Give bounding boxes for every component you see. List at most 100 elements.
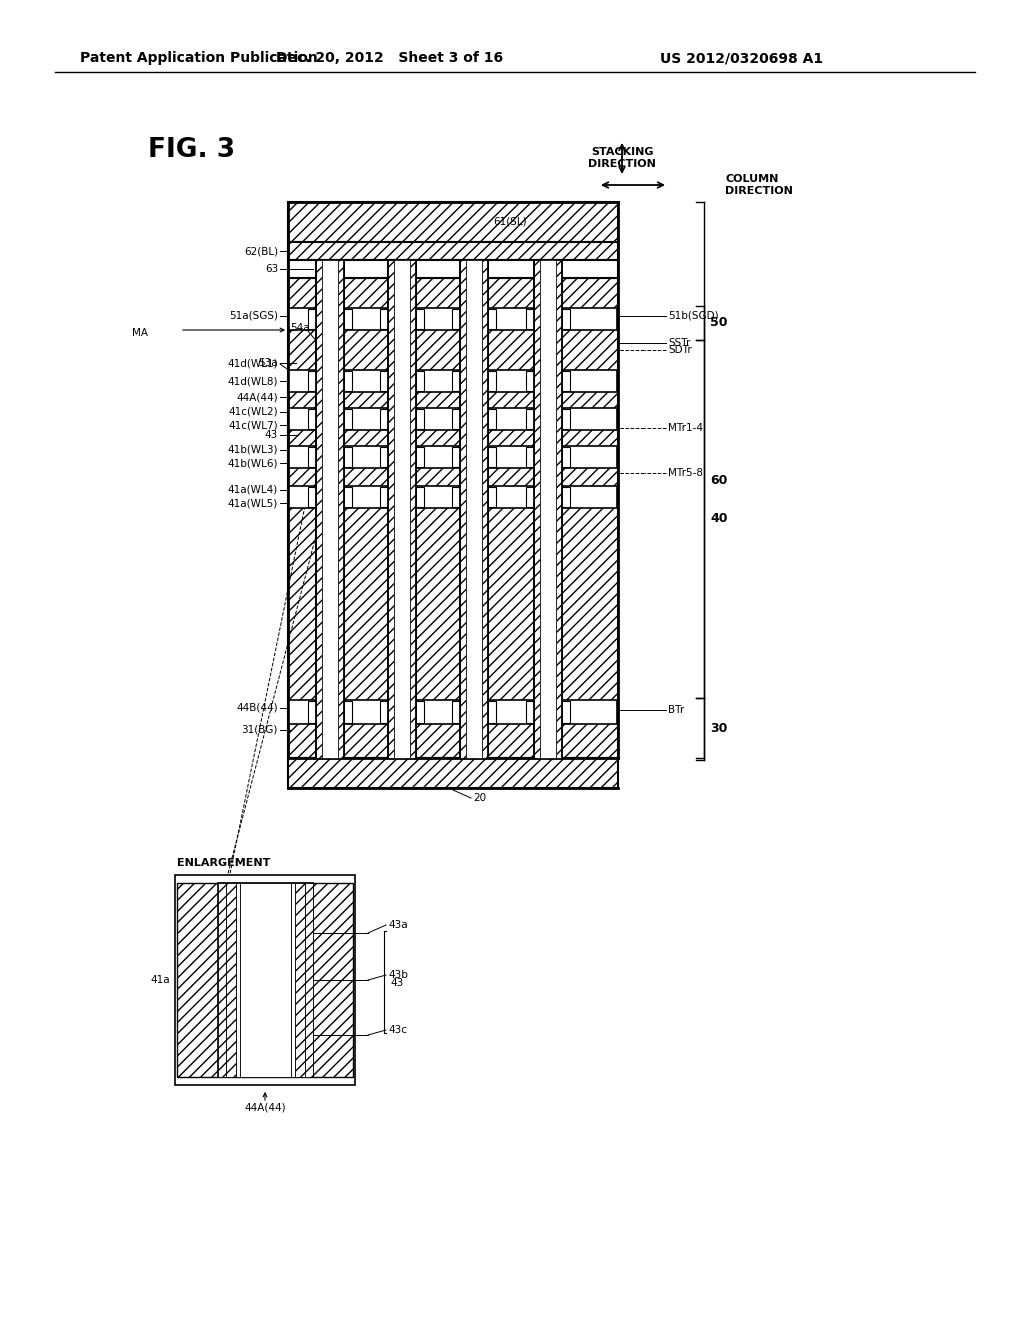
Bar [561, 447, 570, 467]
Bar [316, 260, 344, 758]
Text: SDTr: SDTr [668, 345, 692, 355]
Bar [295, 883, 305, 1077]
Bar [317, 308, 343, 330]
Bar [489, 446, 534, 469]
Bar [345, 370, 387, 392]
Bar [489, 486, 534, 508]
Text: 51b(SGD): 51b(SGD) [668, 312, 719, 321]
Text: 41a(WL5): 41a(WL5) [227, 498, 278, 508]
Bar [308, 487, 317, 507]
Bar [380, 409, 389, 429]
Bar [417, 446, 459, 469]
Bar [535, 700, 561, 723]
Text: 43a: 43a [388, 920, 408, 931]
Bar [317, 370, 343, 392]
Bar [218, 883, 313, 1077]
Bar [380, 309, 389, 329]
Text: 62(BL): 62(BL) [244, 246, 278, 256]
Text: SSTr: SSTr [668, 338, 690, 348]
Bar [534, 260, 562, 758]
Bar [460, 260, 466, 758]
Bar [388, 260, 394, 758]
Text: Dec. 20, 2012   Sheet 3 of 16: Dec. 20, 2012 Sheet 3 of 16 [276, 51, 504, 65]
Bar [526, 371, 535, 391]
Bar [380, 701, 389, 723]
Bar [556, 260, 562, 758]
Text: BTr: BTr [668, 705, 684, 715]
Bar [415, 701, 424, 723]
Bar [345, 408, 387, 430]
Bar [236, 883, 240, 1077]
Bar [288, 279, 618, 758]
Bar [487, 371, 496, 391]
Text: 63: 63 [265, 264, 278, 275]
Bar [489, 370, 534, 392]
Text: 41d(WL8): 41d(WL8) [227, 376, 278, 385]
Text: 44A(44): 44A(44) [244, 1102, 286, 1111]
Bar [526, 487, 535, 507]
Bar [338, 260, 344, 758]
Bar [389, 446, 415, 469]
Bar [226, 883, 236, 1077]
Bar [535, 446, 561, 469]
Bar [343, 309, 352, 329]
Bar [489, 408, 534, 430]
Bar [563, 408, 617, 430]
Bar [289, 446, 315, 469]
Bar [535, 486, 561, 508]
Bar [526, 409, 535, 429]
Bar [417, 486, 459, 508]
Bar [535, 308, 561, 330]
Text: 41a(WL4): 41a(WL4) [227, 484, 278, 495]
Bar [466, 260, 482, 758]
Text: 41c(WL7): 41c(WL7) [228, 420, 278, 430]
Bar [452, 371, 461, 391]
Bar [417, 700, 459, 723]
Bar [345, 700, 387, 723]
Bar [317, 486, 343, 508]
Bar [308, 701, 317, 723]
Text: MTr5-8: MTr5-8 [668, 469, 703, 478]
Bar [388, 260, 416, 758]
Text: US 2012/0320698 A1: US 2012/0320698 A1 [660, 51, 823, 65]
Text: STACKING
DIRECTION: STACKING DIRECTION [588, 148, 656, 169]
Bar [563, 486, 617, 508]
Bar [417, 308, 459, 330]
Text: COLUMN
DIRECTION: COLUMN DIRECTION [725, 174, 793, 195]
Bar [177, 883, 353, 1077]
Bar [288, 242, 618, 260]
Bar [345, 486, 387, 508]
Bar [345, 446, 387, 469]
Bar [317, 700, 343, 723]
Bar [316, 260, 322, 758]
Bar [415, 309, 424, 329]
Bar [461, 446, 487, 469]
Bar [452, 447, 461, 467]
Bar [415, 447, 424, 467]
Bar [563, 308, 617, 330]
Bar [343, 371, 352, 391]
Text: 20: 20 [473, 793, 486, 803]
Text: 54a: 54a [290, 323, 310, 333]
Bar [343, 701, 352, 723]
Bar [394, 260, 410, 758]
Bar [461, 700, 487, 723]
Bar [380, 447, 389, 467]
Bar [482, 260, 488, 758]
Bar [289, 700, 315, 723]
Text: 43b: 43b [388, 970, 408, 979]
Bar [461, 408, 487, 430]
Bar [561, 409, 570, 429]
Bar [461, 486, 487, 508]
Bar [561, 371, 570, 391]
Bar [452, 487, 461, 507]
Bar [461, 370, 487, 392]
Bar [563, 700, 617, 723]
Bar [535, 408, 561, 430]
Text: 41c(WL2): 41c(WL2) [228, 407, 278, 417]
Bar [526, 309, 535, 329]
Text: ENLARGEMENT: ENLARGEMENT [177, 858, 270, 869]
Bar [563, 370, 617, 392]
Bar [288, 758, 618, 788]
Text: MTr1-4: MTr1-4 [668, 422, 703, 433]
